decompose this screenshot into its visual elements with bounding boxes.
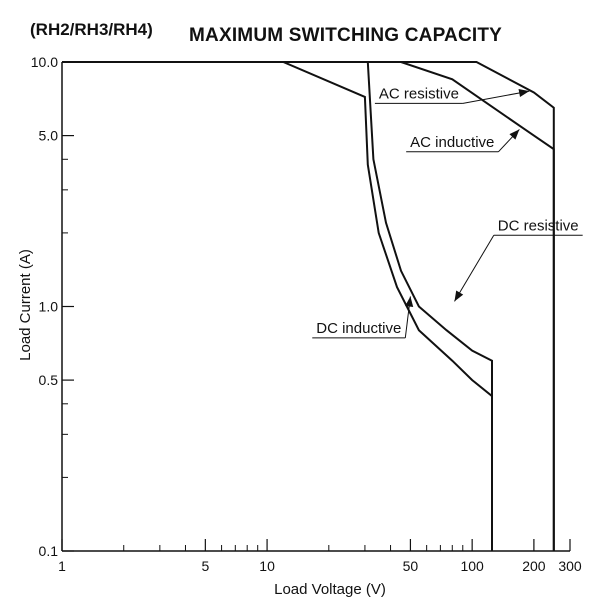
y-tick-label: 0.5: [39, 372, 59, 388]
x-tick-label: 5: [201, 558, 209, 574]
y-tick-label: 10.0: [31, 54, 58, 70]
annotation-label-dc-resistive: DC resistive: [498, 217, 579, 234]
axes: 1 5 10 50 100 200 300 0.1 0.5 1.0 5.0 10.0: [31, 54, 582, 574]
annotation-arrowhead-ac-resistive: [518, 88, 530, 98]
annotation-arrowhead-dc-inductive: [405, 296, 414, 308]
annotation-label-dc-inductive: DC inductive: [316, 320, 401, 337]
annotation-arrowhead-dc-resistive: [454, 290, 464, 302]
y-tick-label: 1.0: [39, 299, 59, 315]
model-label: (RH2/RH3/RH4): [30, 20, 153, 39]
x-axis-label: Load Voltage (V): [274, 581, 386, 598]
annotation-leader-dc-resistive: [454, 235, 495, 302]
annotation-arrowhead-ac-inductive: [509, 129, 520, 140]
series-line-dc-inductive: [62, 61, 493, 551]
x-tick-label: 300: [558, 558, 582, 574]
x-tick-label: 100: [460, 558, 484, 574]
y-tick-label: 5.0: [39, 128, 59, 144]
series-line-dc-resistive: [62, 61, 493, 551]
annotation-label-ac-inductive: AC inductive: [410, 134, 494, 151]
annotation-leader-ac-resistive: [462, 90, 530, 104]
x-tick-label: 50: [403, 558, 419, 574]
x-tick-label: 10: [259, 558, 275, 574]
annotation-label-ac-resistive: AC resistive: [379, 85, 459, 102]
annotation-layer: AC resistive AC inductive DC resistive DC i…: [312, 85, 583, 339]
y-axis-label: Load Current (A): [17, 249, 34, 361]
chart-title: MAXIMUM SWITCHING CAPACITY: [189, 25, 503, 46]
x-tick-label: 1: [58, 558, 66, 574]
series-layer: [62, 61, 555, 551]
y-tick-label: 0.1: [39, 543, 59, 559]
x-tick-label: 200: [522, 558, 546, 574]
